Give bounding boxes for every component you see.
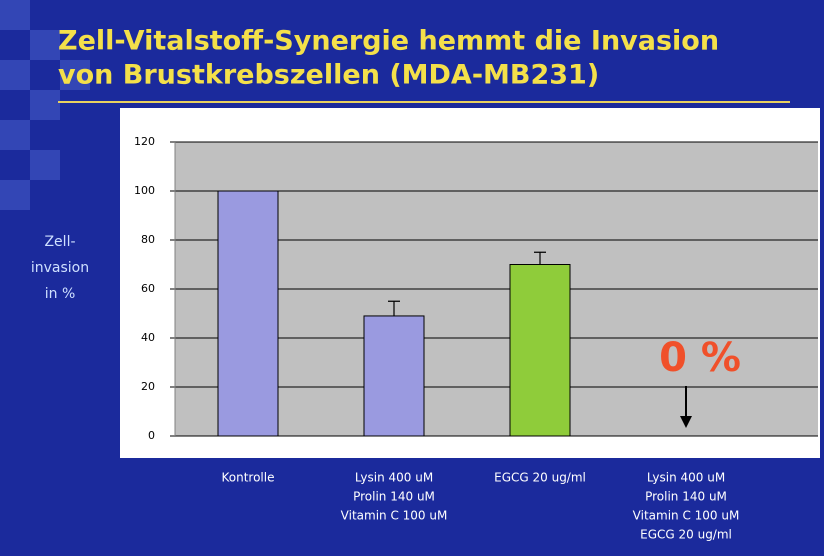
- arrow-head: [680, 416, 692, 428]
- y-tick-label: 60: [141, 282, 155, 295]
- error-bar: [388, 300, 400, 316]
- y-axis-label: in %: [45, 286, 76, 302]
- y-axis-label: Zell-: [44, 234, 75, 250]
- x-tick-label: Prolin 140 uM: [645, 490, 727, 504]
- x-tick-label: Prolin 140 uM: [353, 490, 435, 504]
- error-bar: [534, 251, 546, 265]
- bar: [363, 315, 425, 437]
- bar: [509, 264, 571, 437]
- y-axis-label: invasion: [31, 260, 89, 276]
- x-tick-label: EGCG 20 ug/ml: [640, 528, 732, 542]
- decoration: [0, 0, 90, 210]
- x-tick-label: Vitamin C 100 uM: [633, 509, 740, 523]
- x-tick-label: Lysin 400 uM: [355, 471, 433, 485]
- y-tick-label: 20: [141, 380, 155, 393]
- annotation: 0 %: [659, 335, 741, 381]
- y-tick-label: 100: [134, 184, 155, 197]
- y-tick-label: 40: [141, 331, 155, 344]
- y-tick-label: 80: [141, 233, 155, 246]
- y-tick-label: 120: [134, 135, 155, 148]
- x-tick-label: Lysin 400 uM: [647, 471, 725, 485]
- y-tick-label: 0: [148, 429, 155, 442]
- chart-title: Zell-Vitalstoff-Synergie hemmt die Invas…: [58, 26, 719, 57]
- x-tick-label: Vitamin C 100 uM: [341, 509, 448, 523]
- chart-title: von Brustkrebszellen (MDA-MB231): [58, 60, 599, 91]
- bar: [217, 190, 279, 437]
- x-tick-label: Kontrolle: [222, 471, 275, 485]
- x-tick-label: EGCG 20 ug/ml: [494, 471, 586, 485]
